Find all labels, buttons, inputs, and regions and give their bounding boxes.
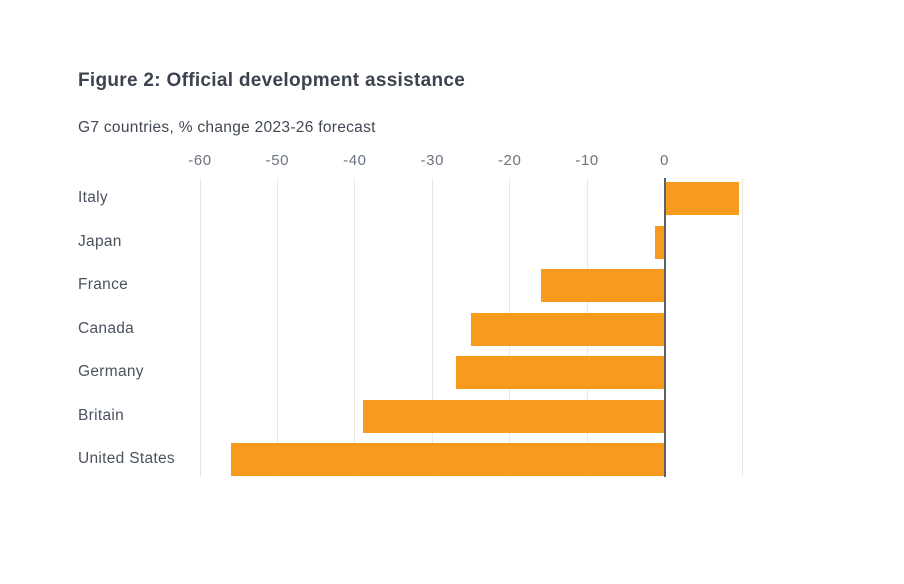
gridline bbox=[431, 178, 433, 477]
x-axis-tick-label: -10 bbox=[575, 152, 599, 169]
figure-title: Figure 2: Official development assistanc… bbox=[78, 70, 466, 91]
bar-britain bbox=[362, 399, 665, 433]
category-label-germany: Germany bbox=[78, 363, 144, 381]
category-label-united-states: United States bbox=[78, 450, 175, 468]
bar-italy bbox=[664, 182, 739, 215]
x-axis-tick-label: -40 bbox=[343, 152, 367, 169]
figure-subtitle: G7 countries, % change 2023-26 forecast bbox=[78, 119, 376, 136]
x-axis-tick-label: -60 bbox=[188, 152, 212, 169]
bar-united-states bbox=[231, 443, 665, 477]
x-axis-tick-label: -20 bbox=[497, 152, 522, 169]
gridline bbox=[354, 178, 356, 477]
category-label-japan: Japan bbox=[78, 232, 122, 250]
zero-axis-line bbox=[663, 178, 666, 477]
category-label-canada: Canada bbox=[78, 319, 135, 337]
x-axis-tick-label: 0 bbox=[660, 152, 670, 169]
category-label-france: France bbox=[78, 276, 129, 294]
category-label-italy: Italy bbox=[78, 189, 108, 206]
bar-germany bbox=[455, 356, 665, 390]
bar-france bbox=[540, 269, 665, 303]
gridline bbox=[276, 178, 278, 477]
gridline bbox=[199, 178, 201, 477]
x-axis-tick-label: -50 bbox=[265, 152, 290, 169]
gridline bbox=[741, 178, 743, 477]
bar-canada bbox=[471, 312, 665, 346]
category-label-britain: Britain bbox=[78, 406, 125, 424]
bar-japan bbox=[655, 225, 665, 259]
x-axis-tick-label: -30 bbox=[420, 152, 445, 169]
